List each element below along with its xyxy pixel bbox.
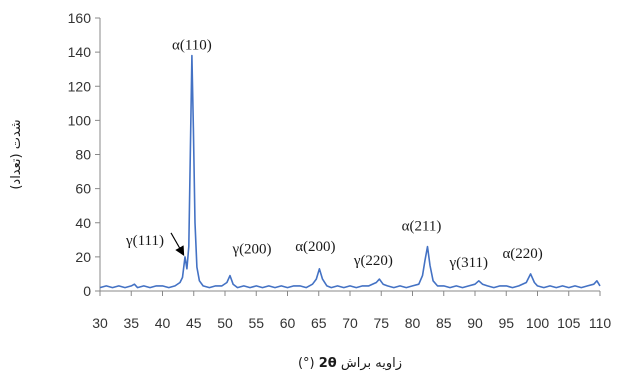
peak-label: α(211) [402, 219, 442, 235]
x-tick-label: 50 [217, 315, 233, 331]
x-tick-label: 105 [557, 315, 581, 331]
y-tick-label: 20 [75, 249, 91, 265]
y-tick-label: 140 [68, 44, 92, 60]
y-tick-label: 40 [75, 215, 91, 231]
x-axis-title-unit: (°) [298, 356, 315, 371]
x-axis-title: (°) 2θ زاویه براش [298, 356, 402, 371]
y-tick-label: 0 [83, 283, 91, 299]
y-tick-label: 100 [68, 112, 92, 128]
x-tick-label: 95 [498, 315, 514, 331]
peak-label: γ(111) [125, 233, 164, 249]
x-tick-label: 55 [248, 315, 264, 331]
x-tick-label: 60 [280, 315, 296, 331]
peak-label: γ(220) [353, 253, 393, 269]
y-axis-title: شدت (تعداد) [9, 119, 24, 189]
x-axis-ticks: 30 35 40 45 50 55 60 65 70 75 80 85 90 95 100 105 110 [92, 291, 611, 331]
peak-label: γ(311) [448, 255, 488, 271]
x-tick-label: 30 [92, 315, 108, 331]
x-tick-label: 70 [342, 315, 358, 331]
x-tick-label: 65 [311, 315, 327, 331]
peak-labels: α(110) γ(111) γ(200) α(200) γ(220) α(211) γ(31… [125, 38, 543, 271]
x-tick-label: 75 [373, 315, 389, 331]
x-tick-label: 90 [467, 315, 483, 331]
y-tick-label: 60 [75, 181, 91, 197]
peak-label: α(110) [172, 38, 212, 54]
y-tick-label: 160 [68, 10, 92, 26]
peak-label: γ(200) [231, 242, 271, 258]
series-line [99, 54, 601, 289]
y-tick-label: 120 [68, 78, 92, 94]
x-axis-title-symbol: 2θ [319, 356, 337, 371]
x-tick-label: 35 [123, 315, 139, 331]
y-axis-ticks: 0 20 40 60 80 100 120 140 160 [68, 10, 100, 299]
x-tick-label: 40 [155, 315, 171, 331]
y-tick-label: 80 [75, 147, 91, 163]
gamma-111-arrow [170, 232, 185, 256]
x-tick-label: 85 [436, 315, 452, 331]
peak-label: α(200) [295, 239, 335, 255]
peak-label: α(220) [502, 246, 542, 262]
x-axis-title-prefix: زاویه براش [341, 356, 402, 371]
x-tick-label: 80 [405, 315, 421, 331]
x-tick-label: 100 [526, 315, 550, 331]
x-tick-label: 110 [589, 315, 612, 331]
x-tick-label: 45 [186, 315, 202, 331]
